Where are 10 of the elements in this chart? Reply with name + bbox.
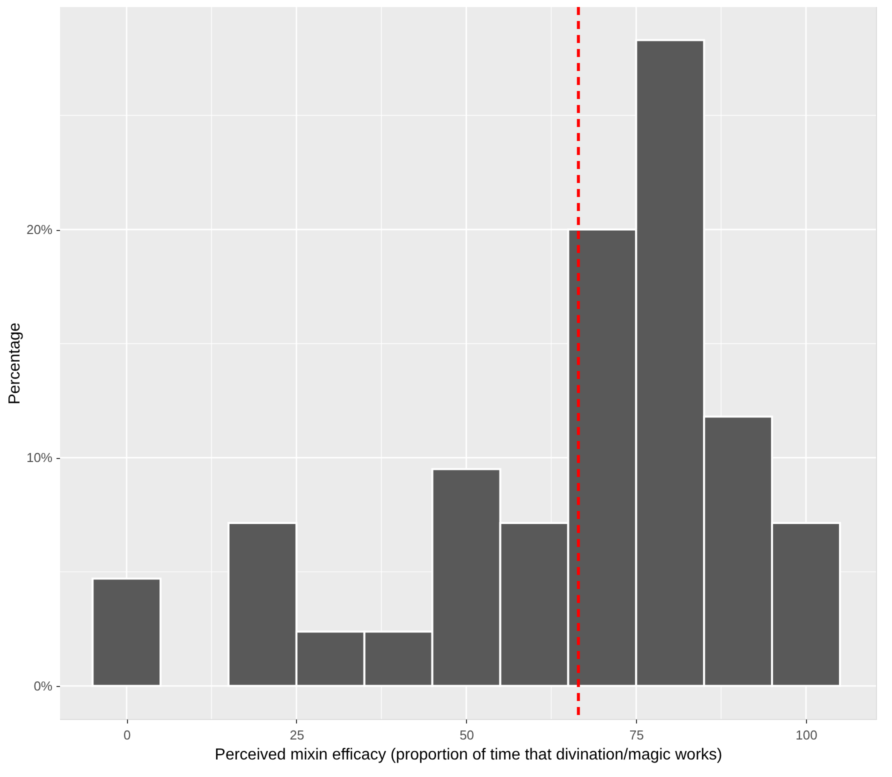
y-axis-title: Percentage: [6, 322, 24, 404]
y-tick-label: 0%: [34, 678, 53, 694]
x-tick-label: 100: [796, 728, 818, 742]
x-tick-label: 25: [290, 728, 304, 742]
x-axis-title: Perceived mixin efficacy (proportion of time that divination/magic works): [214, 746, 722, 764]
y-tick-label: 20%: [26, 222, 53, 237]
x-tick-label: 75: [629, 728, 644, 742]
y-tick-label: 10%: [26, 450, 53, 466]
x-tick-label: 0: [123, 728, 131, 742]
x-tick-label: 50: [460, 728, 474, 742]
